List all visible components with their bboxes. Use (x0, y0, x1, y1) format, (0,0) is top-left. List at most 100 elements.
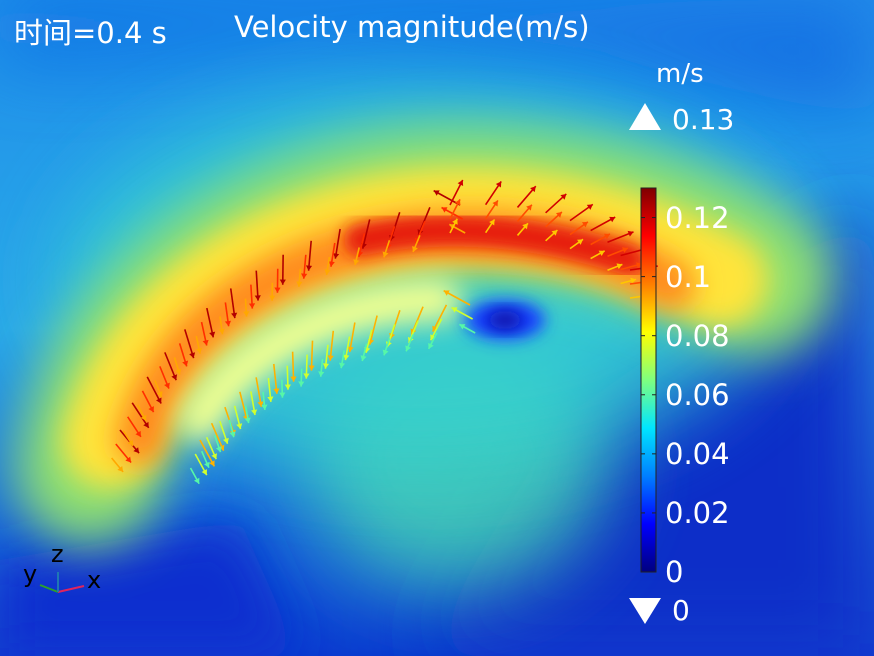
velocity-arrowhead-icon (244, 417, 251, 424)
velocity-arrowhead-icon (560, 193, 567, 200)
x-axis-icon (57, 585, 85, 593)
colorbar-tick-label: 0 (665, 555, 684, 589)
velocity-arrowhead-icon (269, 295, 276, 301)
velocity-arrowhead-icon (324, 269, 331, 275)
velocity-arrowhead-icon (171, 374, 178, 381)
colorbar-unit: m/s (656, 59, 704, 89)
velocity-arrowhead-icon (308, 365, 315, 371)
triad-x-label: x (87, 566, 102, 594)
velocity-arrowhead-icon (636, 262, 642, 269)
velocity-arrowhead-icon (218, 328, 225, 335)
velocity-arrowhead-icon (443, 290, 450, 296)
velocity-arrowhead-icon (586, 204, 593, 210)
velocity-arrowhead-icon (452, 218, 458, 225)
velocity-arrowhead-icon (248, 303, 256, 309)
velocity-arrowhead-icon (125, 456, 132, 463)
velocity-arrowhead-icon (328, 261, 335, 267)
velocity-arrowhead-icon (215, 446, 222, 453)
velocity-arrowhead-icon (133, 447, 140, 454)
velocity-arrowhead-icon (412, 246, 418, 252)
velocity-arrowhead-icon (616, 263, 623, 270)
velocity-arrowhead-icon (492, 200, 498, 207)
velocity-arrowhead-icon (360, 355, 367, 362)
velocity-arrowhead-icon (148, 406, 154, 413)
velocity-arrowhead-icon (327, 355, 334, 361)
velocity-arrowhead-icon (189, 352, 196, 359)
velocity-arrowhead-icon (353, 259, 360, 265)
velocity-arrowhead-icon (222, 437, 229, 444)
velocity-arrowhead-icon (627, 230, 634, 237)
velocity-arrowhead-icon (251, 409, 258, 416)
velocity-arrowhead-icon (301, 273, 308, 279)
velocity-arrowhead-icon (236, 423, 243, 430)
velocity-arrowhead-icon (298, 381, 305, 387)
velocity-arrowhead-icon (257, 401, 264, 407)
colorbar (629, 103, 661, 624)
min-triangle-icon (629, 598, 661, 624)
velocity-arrowhead-icon (224, 320, 232, 327)
velocity-arrowhead-icon (432, 325, 438, 332)
velocity-arrowhead-icon (522, 223, 528, 230)
velocity-arrowhead-icon (530, 186, 536, 193)
velocity-arrowhead-icon (303, 373, 310, 379)
velocity-arrowhead-icon (273, 388, 280, 394)
velocity-arrowhead-icon (231, 312, 238, 319)
velocity-arrowhead-icon (598, 250, 605, 257)
plot-title: Velocity magnitude(m/s) (234, 10, 590, 44)
max-triangle-icon (629, 103, 661, 130)
velocity-arrowhead-icon (156, 391, 163, 398)
velocity-arrowhead-icon (156, 397, 162, 404)
colorbar-tick-label: 0.06 (665, 377, 730, 412)
y-axis-icon (39, 584, 59, 593)
velocity-arrowhead-icon (322, 363, 330, 369)
velocity-arrowhead-icon (290, 376, 297, 382)
velocity-arrowhead-icon (433, 190, 440, 196)
velocity-arrowhead-icon (143, 421, 149, 428)
velocity-arrowhead-icon (459, 324, 466, 330)
colorbar-tick-label: 0.1 (665, 259, 712, 294)
velocity-arrowhead-icon (193, 477, 200, 484)
velocity-arrowhead-icon (209, 460, 215, 467)
velocity-arrowhead-icon (127, 439, 134, 446)
velocity-arrowhead-icon (140, 414, 147, 421)
velocity-arrowhead-icon (382, 251, 389, 258)
velocity-arrowhead-icon (284, 384, 291, 390)
velocity-arrowhead-icon (135, 430, 141, 437)
velocity-arrowhead-icon (581, 221, 588, 228)
velocity-arrowhead-icon (457, 180, 464, 187)
velocity-arrowhead-icon (451, 307, 458, 313)
velocity-arrowhead-icon (622, 247, 628, 253)
velocity-arrowhead-icon (526, 204, 532, 211)
velocity-arrowhead-icon (279, 279, 286, 285)
velocity-arrowhead-icon (196, 347, 203, 354)
velocity-arrowhead-icon (343, 354, 350, 361)
axes-triad (39, 572, 85, 593)
colorbar-tick-label: 0.08 (665, 318, 730, 353)
velocity-arrowhead-icon (430, 334, 436, 341)
velocity-arrowhead-icon (609, 216, 616, 223)
colorbar-min-label: 0 (672, 594, 690, 627)
triad-z-label: z (51, 540, 64, 568)
velocity-arrowhead-icon (555, 211, 562, 218)
velocity-arrows (111, 179, 658, 485)
colorbar-tick-label: 0.02 (665, 495, 730, 530)
velocity-arrowhead-icon (204, 461, 210, 468)
velocity-arrowhead-icon (318, 371, 325, 377)
velocity-arrowhead-icon (218, 444, 225, 451)
velocity-arrowhead-icon (441, 207, 448, 213)
triad-y-label: y (23, 560, 38, 588)
velocity-arrowhead-icon (211, 453, 218, 460)
velocity-arrowhead-icon (229, 431, 236, 438)
velocity-arrowhead-icon (274, 287, 281, 293)
velocity-arrowhead-icon (267, 396, 274, 402)
colorbar-max-label: 0.13 (672, 103, 735, 136)
velocity-arrowhead-icon (201, 469, 208, 476)
velocity-arrowhead-icon (333, 253, 340, 259)
velocity-arrowhead-icon (495, 181, 502, 188)
velocity-arrowhead-icon (603, 233, 610, 240)
velocity-arrowhead-icon (454, 199, 461, 206)
velocity-arrowhead-icon (243, 311, 250, 317)
colorbar-ticks (641, 217, 656, 573)
colorbar-gradient (640, 187, 657, 573)
